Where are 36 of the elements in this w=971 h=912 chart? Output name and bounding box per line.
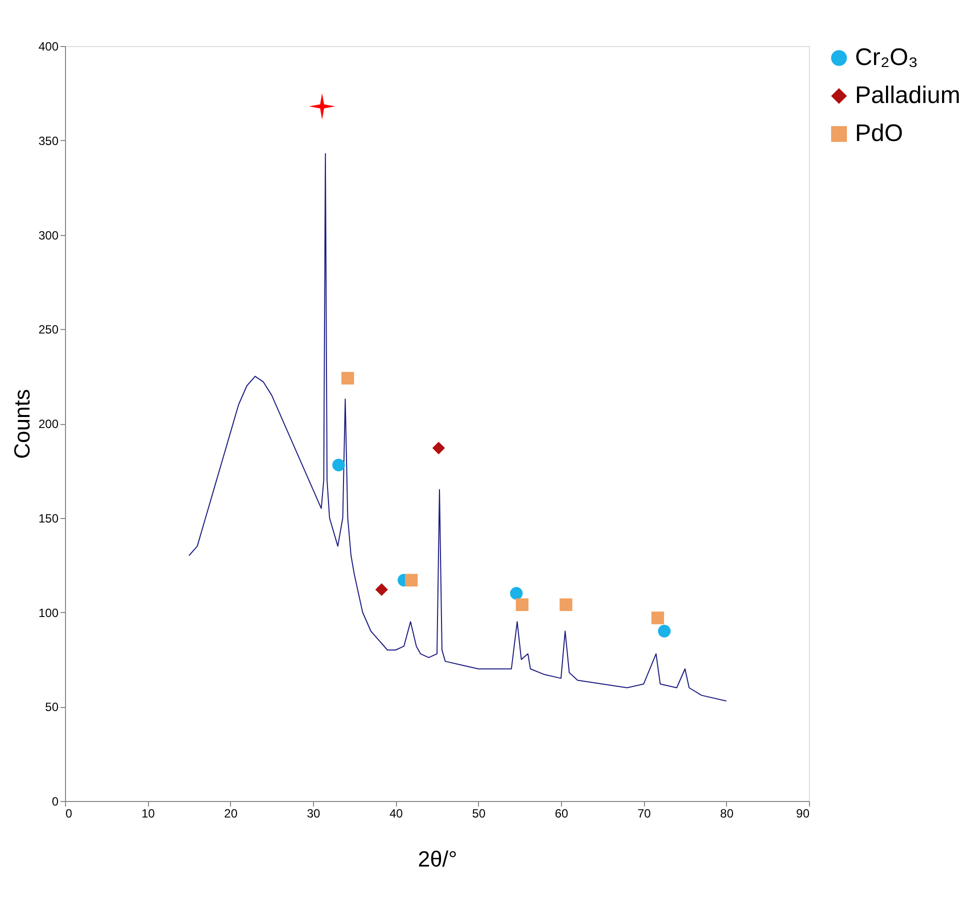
y-axis-title: Counts — [9, 389, 34, 459]
legend-label: PdO — [855, 120, 904, 147]
y-tick-label: 200 — [38, 417, 59, 431]
y-tick-label: 300 — [38, 228, 59, 242]
point — [516, 598, 528, 612]
x-tick-label: 90 — [796, 806, 810, 820]
point — [341, 372, 354, 385]
point — [651, 612, 664, 624]
point — [432, 442, 445, 454]
y-tick-label: 100 — [38, 606, 59, 620]
point — [510, 587, 523, 600]
legend-label: Palladium — [855, 82, 960, 109]
x-tick-label: 30 — [306, 806, 320, 820]
x-tick-label: 60 — [554, 806, 568, 820]
point — [332, 458, 345, 472]
y-tick-label: 250 — [38, 322, 59, 337]
x-tick-label: 20 — [224, 806, 238, 820]
x-tick-label: 10 — [141, 806, 156, 820]
x-tick-label: 0 — [66, 806, 72, 820]
point — [658, 624, 671, 638]
y-tick-label: 350 — [38, 134, 59, 148]
x-tick-label: 40 — [389, 806, 404, 820]
point — [308, 93, 336, 120]
point — [560, 598, 572, 612]
line-series — [188, 153, 727, 702]
y-tick-label: 400 — [38, 40, 59, 54]
x-axis-title: 2θ/° — [418, 846, 458, 872]
y-tick-label: 50 — [45, 700, 59, 714]
y-tick-label: 150 — [38, 511, 59, 526]
point — [405, 574, 418, 586]
point — [375, 583, 388, 596]
x-tick-label: 80 — [720, 806, 734, 820]
x-tick-label: 50 — [472, 806, 486, 820]
legend-label: Cr₂O₃ — [855, 44, 918, 71]
x-tick-label: 70 — [637, 806, 652, 820]
y-tick-label: 0 — [52, 794, 59, 808]
